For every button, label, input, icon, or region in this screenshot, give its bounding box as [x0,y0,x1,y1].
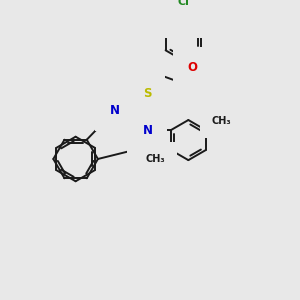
Text: N: N [143,124,153,136]
Text: S: S [143,87,151,100]
Text: N: N [110,104,120,117]
Text: CH₃: CH₃ [212,116,231,126]
Text: O: O [141,159,151,172]
Text: Cl: Cl [177,0,189,7]
Text: O: O [188,61,197,74]
Text: CH₃: CH₃ [146,154,165,164]
